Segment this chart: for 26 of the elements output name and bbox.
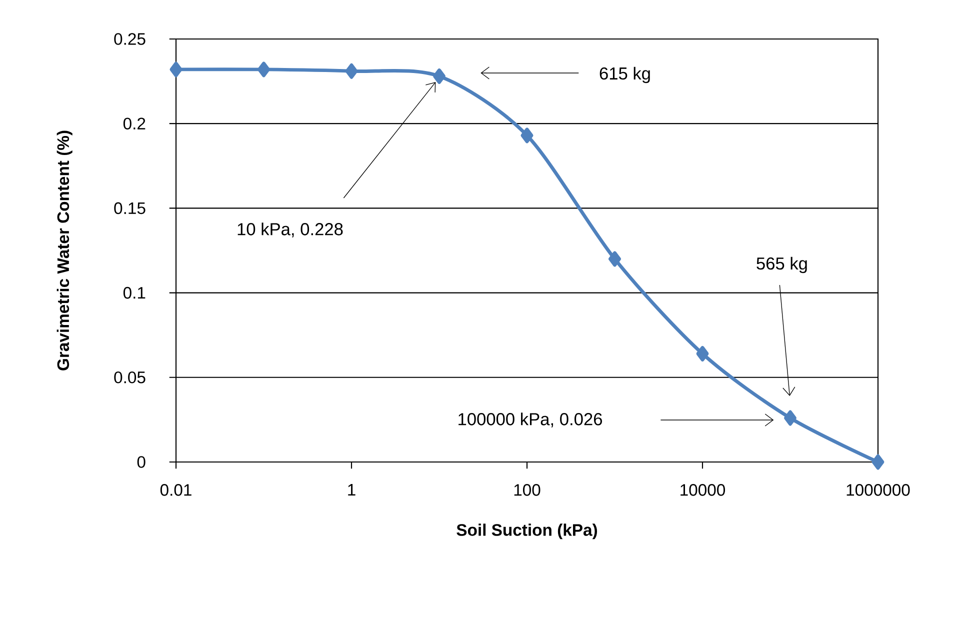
x-tick-label: 1 bbox=[348, 484, 356, 496]
x-tick-label: 10000 bbox=[680, 484, 726, 496]
y-tick-label: 0.2 bbox=[123, 118, 146, 130]
point bbox=[784, 410, 796, 426]
y-tick-label: 0.15 bbox=[114, 202, 146, 214]
annotation: 615 kg bbox=[600, 66, 650, 84]
point bbox=[258, 62, 270, 78]
y-tick-label: 0.05 bbox=[114, 372, 146, 384]
point bbox=[520, 128, 534, 144]
y-tick-label: 0 bbox=[137, 456, 146, 468]
y-tick-label: 0.1 bbox=[123, 286, 146, 299]
point bbox=[345, 63, 358, 79]
point bbox=[170, 62, 182, 78]
annotation: 565 kg bbox=[756, 256, 807, 274]
point bbox=[696, 346, 709, 362]
annotation: 100000 kPa, 0.026 bbox=[458, 412, 602, 428]
point bbox=[872, 454, 884, 470]
point bbox=[433, 68, 446, 84]
x-tick-label: 100 bbox=[514, 484, 540, 496]
y-axis-title: Gravimetric Water Content (%) bbox=[56, 130, 72, 370]
point bbox=[608, 251, 621, 267]
annotation: 10 kPa, 0.228 bbox=[238, 222, 343, 238]
x-axis-title: Soil Suction (kPa) bbox=[456, 524, 598, 540]
x-tick-label: 1000000 bbox=[846, 484, 910, 496]
x-tick-label: 0.01 bbox=[160, 484, 192, 496]
y-tick-label: 0.25 bbox=[114, 33, 146, 45]
